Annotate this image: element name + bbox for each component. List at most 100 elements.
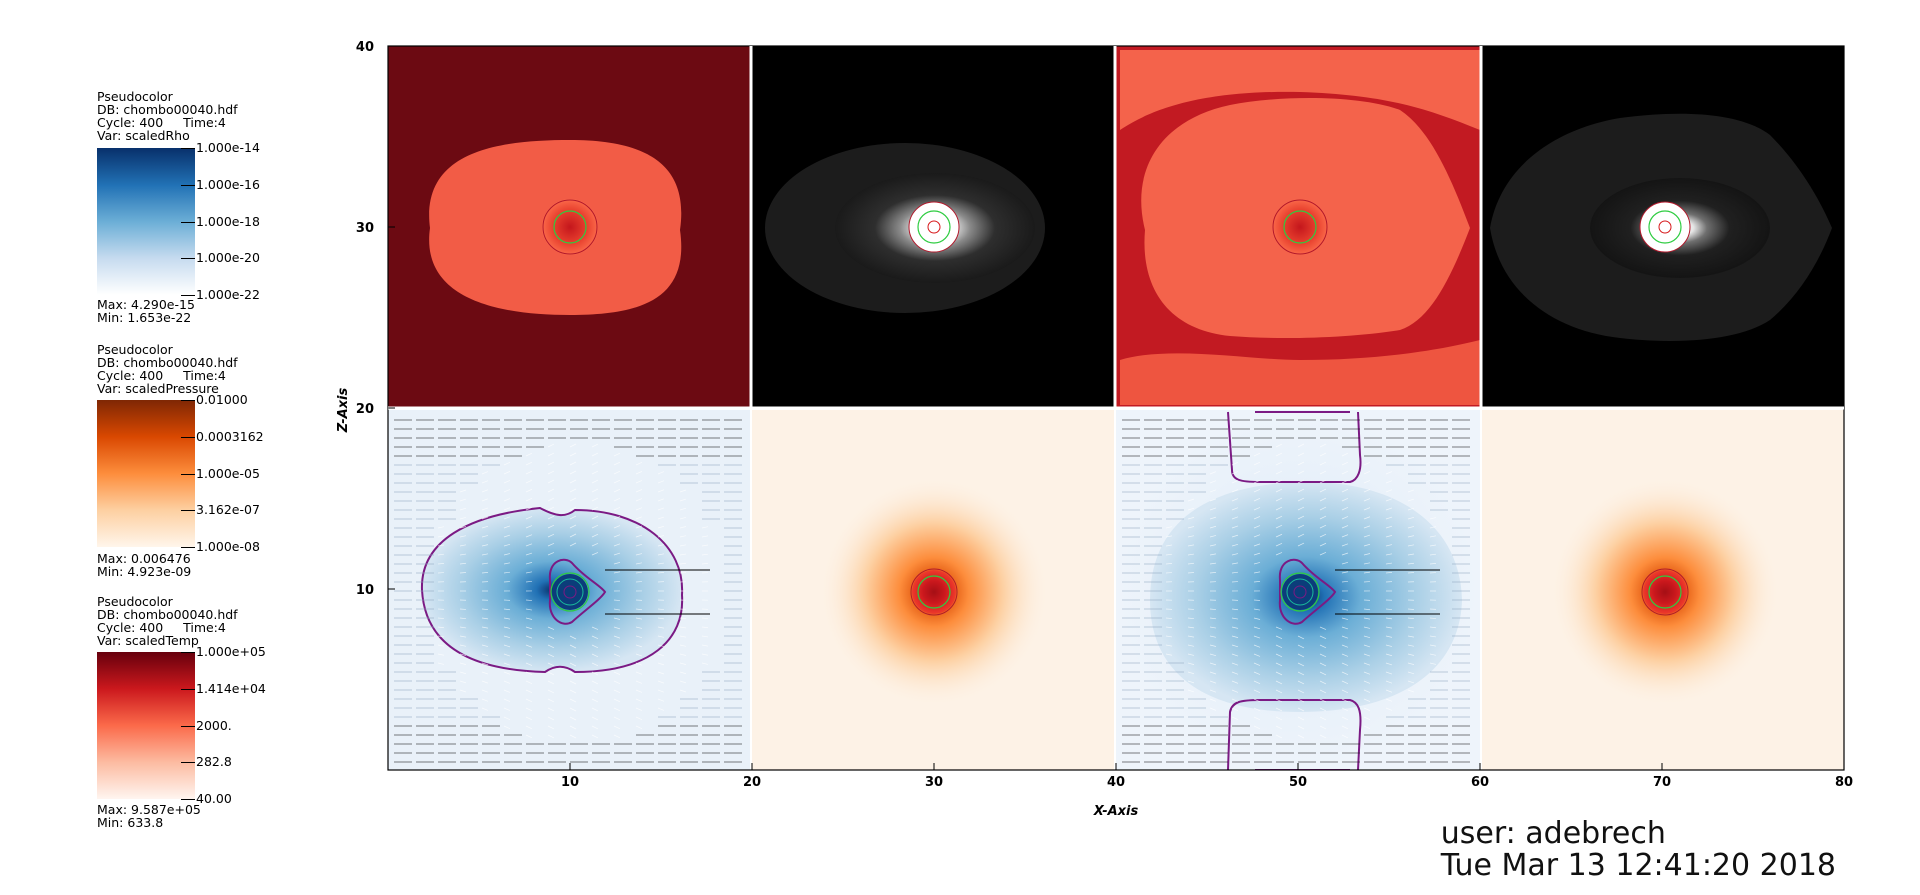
velocity-arrow xyxy=(1297,515,1305,520)
velocity-arrow xyxy=(1319,653,1327,658)
velocity-arrow xyxy=(481,489,489,493)
velocity-arrow xyxy=(679,635,687,638)
legend-plot-type: Pseudocolor xyxy=(97,342,173,357)
colorbar-tick: 1.000e-14 xyxy=(196,140,260,155)
x-tick-label: 80 xyxy=(1835,775,1853,790)
velocity-arrow xyxy=(1231,498,1239,502)
velocity-arrow xyxy=(1275,635,1283,639)
velocity-arrow xyxy=(1407,562,1415,565)
velocity-arrow xyxy=(1407,662,1415,665)
velocity-arrow xyxy=(503,562,511,565)
velocity-arrow xyxy=(613,452,621,457)
velocity-arrow xyxy=(1187,680,1195,684)
velocity-arrow xyxy=(459,662,467,665)
velocity-arrow xyxy=(481,707,489,711)
velocity-arrow xyxy=(1209,535,1217,538)
velocity-arrow xyxy=(613,525,621,529)
velocity-arrow xyxy=(503,571,511,574)
velocity-arrow xyxy=(679,535,687,538)
velocity-arrow xyxy=(547,671,555,676)
velocity-arrow xyxy=(569,443,577,448)
velocity-arrow xyxy=(525,452,533,457)
velocity-arrow xyxy=(1209,471,1217,475)
velocity-arrow xyxy=(591,689,599,694)
velocity-arrow xyxy=(613,543,621,547)
velocity-arrow xyxy=(679,544,687,547)
colorbar-tick: 1.000e-20 xyxy=(196,250,260,265)
velocity-arrow xyxy=(547,470,555,475)
velocity-arrow xyxy=(1363,480,1371,484)
velocity-arrow xyxy=(1187,662,1195,665)
velocity-arrow xyxy=(1209,653,1217,657)
velocity-arrow xyxy=(1319,707,1327,712)
velocity-arrow xyxy=(591,698,599,703)
velocity-arrow xyxy=(657,572,665,574)
velocity-arrow xyxy=(1275,680,1283,685)
velocity-arrow xyxy=(1231,626,1239,629)
velocity-arrow xyxy=(1363,571,1371,574)
velocity-arrow xyxy=(569,479,577,484)
velocity-arrow xyxy=(1319,515,1327,520)
velocity-arrow xyxy=(657,516,665,520)
velocity-arrow xyxy=(503,680,511,684)
velocity-arrow xyxy=(1341,662,1349,666)
velocity-arrow xyxy=(459,498,467,502)
velocity-arrow xyxy=(437,662,445,665)
velocity-arrow xyxy=(503,534,511,538)
velocity-arrow xyxy=(1187,507,1195,511)
velocity-arrow xyxy=(1209,525,1217,529)
velocity-arrow xyxy=(1165,626,1173,629)
velocity-arrow xyxy=(437,635,445,638)
velocity-arrow xyxy=(1231,534,1239,538)
velocity-arrow xyxy=(1165,617,1173,619)
velocity-arrow xyxy=(613,716,621,721)
velocity-arrow xyxy=(1209,662,1217,666)
velocity-arrow xyxy=(657,662,665,666)
velocity-arrow xyxy=(613,516,621,520)
velocity-arrow xyxy=(1297,671,1305,676)
velocity-arrow xyxy=(657,480,665,484)
velocity-arrow xyxy=(1341,698,1349,703)
velocity-arrow xyxy=(503,725,511,730)
velocity-arrow xyxy=(657,680,665,684)
velocity-arrow xyxy=(459,680,467,684)
velocity-arrow xyxy=(459,689,467,693)
velocity-arrow xyxy=(1231,689,1239,693)
velocity-arrow xyxy=(1341,617,1349,620)
velocity-arrow xyxy=(1231,516,1239,520)
velocity-arrow xyxy=(1385,562,1393,565)
velocity-arrow xyxy=(613,680,621,685)
velocity-arrow xyxy=(503,507,511,511)
velocity-arrow xyxy=(1209,689,1217,693)
velocity-arrow xyxy=(481,544,489,547)
velocity-arrow xyxy=(503,462,511,466)
velocity-arrow xyxy=(459,626,467,629)
velocity-arrow xyxy=(657,671,665,675)
legend-max: Max: 4.290e-15 xyxy=(97,297,195,312)
velocity-arrow xyxy=(1209,516,1217,520)
velocity-arrow xyxy=(1341,534,1349,538)
velocity-arrow xyxy=(1319,635,1327,640)
velocity-arrow xyxy=(503,608,511,611)
velocity-arrow xyxy=(437,653,445,656)
velocity-arrow xyxy=(1231,471,1239,475)
velocity-arrow xyxy=(1231,671,1239,675)
velocity-arrow xyxy=(657,608,665,610)
velocity-arrow xyxy=(1385,553,1393,556)
velocity-arrow xyxy=(1385,662,1393,666)
velocity-arrow xyxy=(1187,553,1195,556)
velocity-arrow xyxy=(613,617,621,620)
velocity-arrow xyxy=(547,452,555,457)
velocity-arrow xyxy=(635,653,643,657)
velocity-arrow xyxy=(1165,635,1173,638)
velocity-arrow xyxy=(1429,626,1437,629)
colorbar-pressure xyxy=(97,400,195,547)
velocity-arrow xyxy=(1385,644,1393,647)
velocity-arrow xyxy=(613,689,621,694)
velocity-arrow xyxy=(1363,644,1371,648)
velocity-arrow xyxy=(569,542,577,547)
velocity-arrow xyxy=(1341,525,1349,529)
velocity-arrow xyxy=(1231,653,1239,657)
velocity-arrow xyxy=(635,462,643,466)
panel-grayscale-2 xyxy=(1482,46,1844,408)
